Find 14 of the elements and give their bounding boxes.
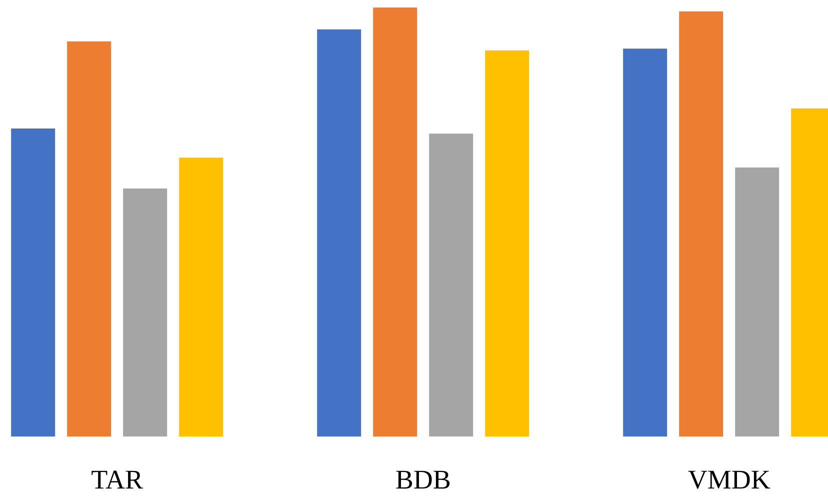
- x-tick-label: BDB: [395, 464, 451, 494]
- x-tick-label: VMDK: [688, 464, 771, 494]
- bar: [179, 158, 224, 436]
- bar: [429, 134, 474, 436]
- bar: [11, 128, 56, 436]
- bar: [123, 188, 168, 436]
- bar: [67, 41, 112, 436]
- bar: [485, 50, 530, 436]
- bar: [679, 11, 724, 436]
- bar: [623, 48, 668, 436]
- x-tick-label: TAR: [91, 464, 144, 494]
- bar: [373, 8, 418, 436]
- bar: [317, 29, 362, 436]
- bar: [735, 168, 780, 436]
